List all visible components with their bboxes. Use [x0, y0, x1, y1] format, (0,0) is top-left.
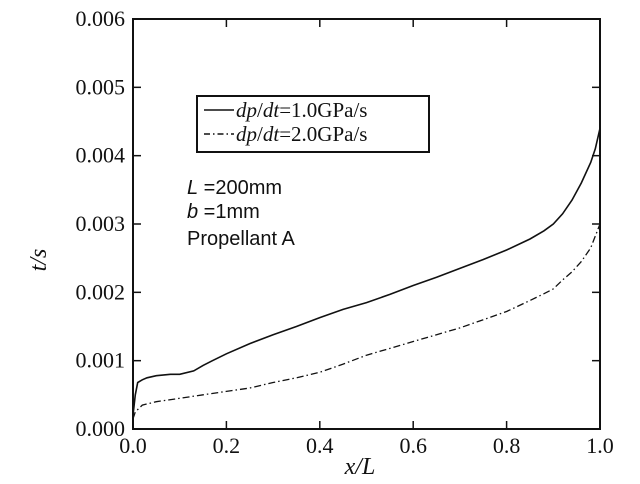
y-tick-label: 0.005 [76, 74, 126, 99]
annotation-material: Propellant A [187, 228, 296, 250]
legend-entry-2-slash: / [257, 122, 263, 146]
series-line-1 [132, 128, 601, 416]
series-line-2 [132, 223, 601, 420]
legend-entry-1-value: =1.0GPa/s [279, 98, 367, 122]
x-tick-label: 0.6 [399, 433, 427, 458]
x-tick-label: 1.0 [586, 433, 614, 458]
series-layer [132, 128, 601, 420]
y-tick-label: 0.000 [76, 416, 126, 441]
annotation-width-value: =1mm [198, 201, 260, 223]
annotation-width: b =1mm [187, 201, 260, 223]
legend-entry-1: dp/dt=1.0GPa/s [236, 98, 367, 122]
x-tick-label: 0.4 [306, 433, 334, 458]
x-axis-label: x/L [344, 454, 376, 480]
y-tick-label: 0.006 [76, 6, 126, 31]
y-tick-label: 0.003 [76, 211, 126, 236]
legend-entry-1-prefix: dp [236, 98, 257, 122]
annotation-length-value: =200mm [198, 177, 282, 199]
annotations: L =200mm b =1mm Propellant A [187, 177, 296, 250]
y-tick-label: 0.004 [76, 143, 126, 168]
legend-entry-1-slash: / [257, 98, 263, 122]
x-tick-label: 0.8 [493, 433, 521, 458]
legend-entry-2-prefix: dp [236, 122, 257, 146]
legend-entry-2-value: =2.0GPa/s [279, 122, 367, 146]
x-tick-label: 0.0 [119, 433, 147, 458]
x-tick-label: 0.2 [213, 433, 241, 458]
legend-box [196, 95, 430, 153]
annotation-length: L =200mm [187, 177, 282, 199]
annotation-length-symbol: L [187, 177, 198, 199]
y-axis-label: t/s [26, 249, 52, 272]
legend: dp/dt=1.0GPa/s dp/dt=2.0GPa/s [196, 95, 430, 153]
ticks-layer: 0.0 0.2 0.4 0.6 0.8 1.0 0.000 0.001 0.002 0.003 0.… [76, 6, 614, 458]
legend-entry-2: dp/dt=2.0GPa/s [236, 122, 367, 146]
annotation-width-symbol: b [187, 201, 198, 223]
y-tick-label: 0.002 [76, 279, 126, 304]
legend-entry-2-suffix: dt [263, 122, 281, 146]
legend-entry-1-suffix: dt [263, 98, 281, 122]
y-tick-label: 0.001 [76, 348, 126, 373]
